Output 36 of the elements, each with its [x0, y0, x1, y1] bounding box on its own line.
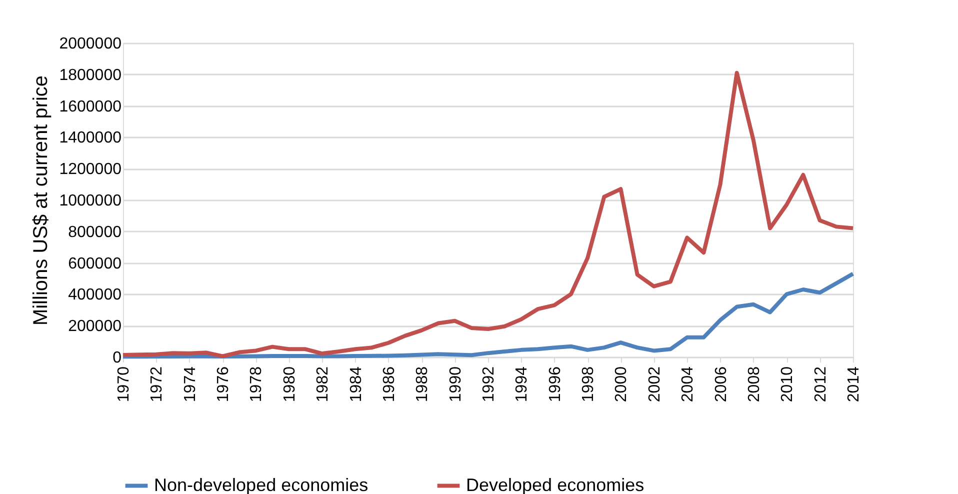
x-tick-label: 1972	[148, 366, 166, 402]
x-tick-label: 2008	[746, 366, 763, 402]
x-tick-label: 1992	[480, 366, 498, 402]
x-tick-label: 2004	[680, 366, 697, 402]
x-tick-label: 2010	[779, 366, 796, 402]
x-tick-label: 1970	[116, 366, 132, 402]
y-tick-label: 1000000	[59, 192, 122, 210]
y-tick-label: 2000000	[59, 36, 122, 52]
x-tick-label: 1982	[314, 366, 332, 402]
x-tick-label: 2002	[646, 366, 664, 402]
x-tick-label: 1980	[281, 366, 298, 402]
x-tick-label: 1984	[348, 366, 365, 402]
y-tick-label: 1400000	[59, 130, 122, 147]
x-tick-label: 1974	[182, 366, 199, 402]
y-axis-title: Millions US$ at current price	[30, 75, 52, 326]
x-tick-label: 1998	[580, 366, 598, 402]
y-tick-label: 600000	[68, 255, 122, 272]
y-tick-label: 0	[112, 350, 122, 366]
x-tick-label: 1978	[248, 366, 266, 402]
x-tick-label: 1990	[447, 366, 464, 402]
x-tick-label: 2006	[712, 366, 730, 402]
x-tick-label: 1986	[380, 366, 398, 402]
line-series	[121, 272, 855, 359]
y-tick-label: 1800000	[59, 66, 122, 84]
x-tick-label: 2014	[846, 366, 862, 402]
x-tick-label: 1976	[215, 366, 232, 402]
y-tick-label: 1200000	[59, 161, 122, 178]
y-tick-label: 1600000	[59, 98, 122, 116]
x-tick-label: 1996	[546, 366, 564, 402]
y-tick-label: 800000	[68, 224, 122, 241]
x-tick-label: 1988	[414, 366, 432, 402]
y-tick-label: 400000	[68, 286, 122, 304]
y-tick-label: 200000	[68, 318, 122, 336]
x-tick-label: 2012	[812, 366, 830, 402]
x-tick-label: 1994	[514, 366, 531, 402]
x-tick-label: 2000	[613, 366, 630, 402]
